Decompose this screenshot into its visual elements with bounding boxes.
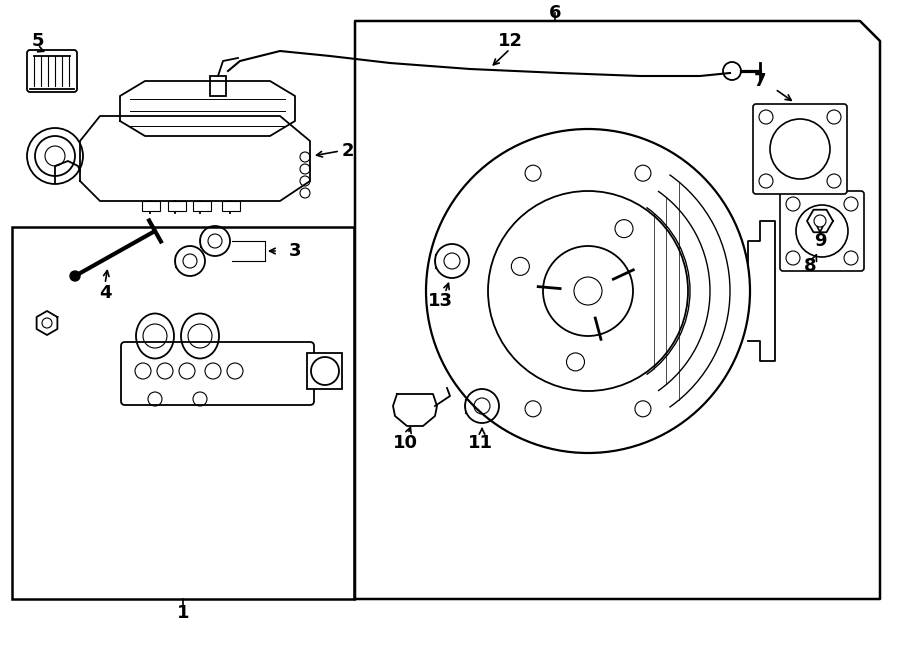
Polygon shape bbox=[748, 221, 775, 361]
Text: 1: 1 bbox=[176, 604, 189, 622]
Text: 10: 10 bbox=[392, 434, 418, 452]
Polygon shape bbox=[37, 311, 58, 335]
Bar bbox=[142, 201, 160, 211]
Text: 2: 2 bbox=[342, 142, 355, 160]
Bar bbox=[168, 201, 186, 211]
Bar bbox=[12, 227, 354, 599]
Text: 9: 9 bbox=[814, 232, 826, 250]
Polygon shape bbox=[80, 116, 310, 201]
Bar bbox=[307, 353, 342, 389]
Text: 3: 3 bbox=[289, 242, 302, 260]
Bar bbox=[222, 201, 240, 211]
FancyBboxPatch shape bbox=[121, 342, 314, 405]
Bar bbox=[210, 76, 226, 96]
Text: 11: 11 bbox=[467, 434, 492, 452]
FancyBboxPatch shape bbox=[27, 50, 77, 92]
FancyBboxPatch shape bbox=[753, 104, 847, 194]
FancyBboxPatch shape bbox=[780, 191, 864, 271]
Bar bbox=[193, 201, 211, 211]
Polygon shape bbox=[393, 394, 437, 426]
Text: 4: 4 bbox=[99, 284, 112, 302]
Text: 6: 6 bbox=[549, 4, 562, 22]
Text: 13: 13 bbox=[428, 292, 453, 310]
Text: 8: 8 bbox=[804, 257, 816, 275]
Text: 12: 12 bbox=[498, 32, 523, 50]
Polygon shape bbox=[807, 210, 833, 232]
Circle shape bbox=[70, 271, 80, 281]
Text: 5: 5 bbox=[32, 32, 44, 50]
Text: 7: 7 bbox=[754, 72, 766, 90]
Polygon shape bbox=[120, 81, 295, 136]
